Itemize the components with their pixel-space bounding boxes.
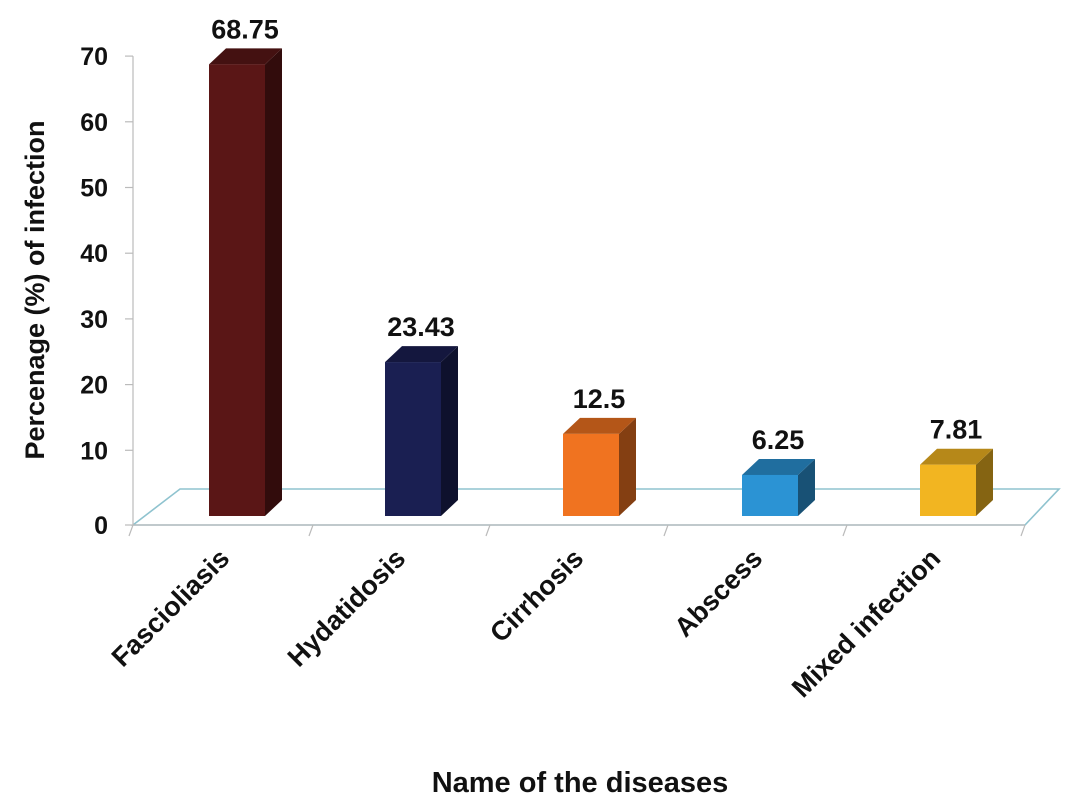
category-label: Mixed infection bbox=[786, 543, 946, 703]
x-axis-tick bbox=[663, 524, 669, 537]
bar-side-face bbox=[976, 448, 993, 516]
bar-cirrhosis bbox=[563, 417, 636, 516]
category-label: Hydatidosis bbox=[282, 543, 411, 672]
bar-front-face bbox=[563, 433, 619, 516]
y-tick-label: 10 bbox=[80, 437, 108, 465]
y-axis: 0 10 20 30 40 50 60 70 bbox=[80, 43, 134, 540]
bar-top-face bbox=[563, 417, 636, 434]
y-tick-label: 70 bbox=[80, 43, 108, 71]
y-tick-label: 30 bbox=[80, 306, 108, 334]
x-axis-tick bbox=[485, 524, 491, 537]
y-tick-label: 60 bbox=[80, 109, 108, 137]
x-axis-tick bbox=[128, 524, 134, 537]
data-label: 12.5 bbox=[573, 384, 626, 414]
y-tick-label: 20 bbox=[80, 372, 108, 400]
bar-side-face bbox=[441, 346, 458, 516]
y-tick-label: 0 bbox=[94, 512, 108, 540]
category-label: Abscess bbox=[668, 543, 768, 643]
y-axis-title: Percenage (%) of infection bbox=[20, 120, 50, 459]
x-axis-title: Name of the diseases bbox=[432, 767, 729, 799]
x-axis-tick bbox=[308, 524, 314, 537]
bar-mixed-infection bbox=[920, 448, 993, 516]
bar-front-face bbox=[209, 64, 265, 516]
bar-front-face bbox=[742, 474, 798, 516]
x-axis-categories: Fascioliasis Hydatidosis Cirrhosis Abscess M… bbox=[106, 543, 946, 703]
bars bbox=[209, 48, 993, 516]
y-tick-label: 50 bbox=[80, 175, 108, 203]
bar-top-face bbox=[920, 448, 993, 465]
data-labels: 68.75 23.43 12.5 6.25 7.81 bbox=[211, 14, 982, 455]
bar-top-face bbox=[209, 48, 282, 65]
bar-side-face bbox=[265, 48, 282, 516]
data-label: 6.25 bbox=[752, 425, 805, 455]
bar-top-face bbox=[385, 346, 458, 363]
x-axis-tick bbox=[1020, 524, 1026, 537]
bar-abscess bbox=[742, 458, 815, 516]
bar-top-face bbox=[742, 458, 815, 475]
chart-floor bbox=[128, 488, 1061, 537]
x-axis-tick bbox=[842, 524, 848, 537]
category-label: Cirrhosis bbox=[484, 543, 589, 648]
data-label: 23.43 bbox=[387, 312, 455, 342]
category-label: Fascioliasis bbox=[106, 543, 235, 672]
y-tick-label: 40 bbox=[80, 240, 108, 268]
bar-side-face bbox=[619, 417, 636, 516]
bar-side-face bbox=[798, 458, 815, 516]
bar-hydatidosis bbox=[385, 346, 458, 516]
data-label: 68.75 bbox=[211, 14, 279, 44]
bar-front-face bbox=[385, 362, 441, 516]
data-label: 7.81 bbox=[930, 415, 983, 445]
bar-fascioliasis bbox=[209, 48, 282, 516]
bar-front-face bbox=[920, 464, 976, 516]
